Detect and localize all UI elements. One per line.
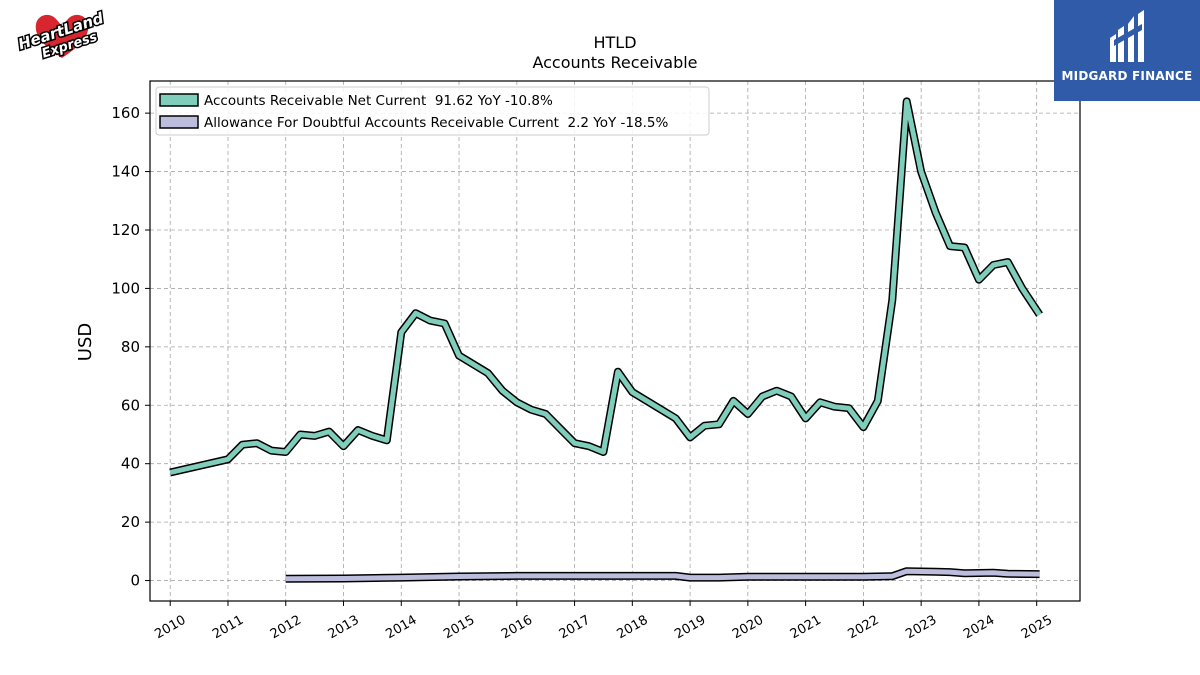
series-line-outline <box>169 97 1043 477</box>
publisher-logo: MIDGARD FINANCE <box>1054 0 1200 101</box>
x-tick-label: 2024 <box>961 613 997 643</box>
x-tick-label: 2021 <box>788 613 824 643</box>
series-layer <box>169 97 1043 583</box>
x-tick-label: 2019 <box>672 613 708 643</box>
x-tick-label: 2014 <box>383 613 419 643</box>
x-tick-label: 2023 <box>903 613 939 643</box>
y-tick-label: 40 <box>121 455 140 473</box>
company-logo: HeartLand Express <box>14 7 107 63</box>
legend-swatch-ar-net <box>159 93 199 107</box>
ticks-layer: 2010 2011 2012 2013 2014 2015 2016 2017 2018 2019… <box>111 104 1055 642</box>
series-line-allowance <box>285 568 1040 582</box>
publisher-logo-text: MIDGARD FINANCE <box>1061 69 1193 83</box>
y-tick-label: 160 <box>111 104 140 122</box>
x-tick-label: 2015 <box>441 613 477 643</box>
legend-swatch-allowance <box>159 115 199 129</box>
heart-icon <box>35 14 89 58</box>
x-tick-label: 2020 <box>730 613 766 643</box>
y-tick-label: 100 <box>111 279 140 297</box>
legend: Accounts Receivable Net Current 91.62 Yo… <box>155 86 710 136</box>
y-tick-label: 140 <box>111 163 140 181</box>
legend-box <box>155 86 710 136</box>
grid <box>150 81 1080 601</box>
x-tick-label: 2012 <box>268 613 304 643</box>
y-axis-label: USD <box>75 323 96 361</box>
midgard-mark-icon <box>1110 10 1144 62</box>
x-tick-label: 2025 <box>1019 613 1055 643</box>
x-tick-label: 2013 <box>326 613 362 643</box>
chart-title: HTLD <box>593 33 636 52</box>
x-tick-label: 2016 <box>499 613 535 643</box>
x-tick-label: 2011 <box>210 613 246 643</box>
x-tick-label: 2018 <box>614 613 650 643</box>
y-tick-label: 120 <box>111 221 140 239</box>
y-tick-label: 80 <box>121 338 140 356</box>
legend-label-ar-net: Accounts Receivable Net Current 91.62 Yo… <box>204 93 553 109</box>
series-line-ar-net <box>169 98 1042 475</box>
legend-label-allowance: Allowance For Doubtful Accounts Receivab… <box>204 115 668 131</box>
y-tick-label: 0 <box>130 572 140 590</box>
y-tick-label: 20 <box>121 513 140 531</box>
x-tick-label: 2017 <box>557 613 593 643</box>
axes-frame <box>149 80 1081 602</box>
x-tick-label: 2022 <box>846 613 882 643</box>
chart-subtitle: Accounts Receivable <box>532 53 697 72</box>
y-tick-label: 60 <box>121 396 140 414</box>
x-tick-label: 2010 <box>152 613 188 643</box>
